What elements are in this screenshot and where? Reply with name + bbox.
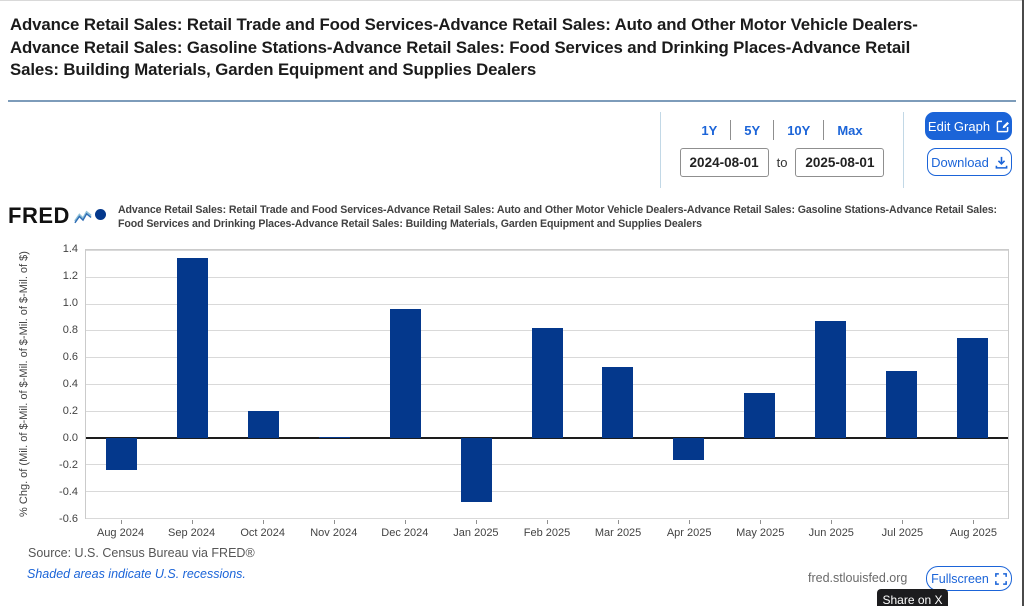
plot-area [85,249,1009,519]
y-tick-label: -0.4 [59,486,78,498]
x-tick-mark [404,520,406,524]
fullscreen-icon [994,572,1007,585]
bar-nov-2024[interactable] [318,436,350,438]
x-tick-label: Oct 2024 [240,527,286,539]
range-selector: 1Y 5Y 10Y Max [661,119,903,141]
fred-chart-icon [74,209,92,224]
range-10y[interactable]: 10Y [787,122,811,138]
y-tick-label: 0.6 [62,351,78,363]
y-tick-label: -0.6 [59,513,78,525]
x-tick-label: Feb 2025 [523,527,571,539]
x-tick-mark [831,520,833,524]
x-tick-label: Nov 2024 [310,527,358,539]
window-top-border [0,0,1024,1]
controls-divider-right [903,112,904,188]
gridline [86,464,1008,466]
fred-logo-text: FRED [8,203,70,228]
x-tick-mark [689,520,691,524]
x-tick-label: Mar 2025 [594,527,642,539]
x-tick-mark [475,520,477,524]
share-tooltip: Share on X [877,589,948,606]
y-tick-label: 1.4 [62,243,78,255]
window-right-border [1022,0,1024,606]
edit-icon [996,120,1010,133]
bar-oct-2024[interactable] [247,410,279,438]
x-tick-label: Sep 2024 [168,527,216,539]
bar-jun-2025[interactable] [815,321,847,438]
gridline [86,518,1008,519]
recession-note-link[interactable]: Shaded areas indicate U.S. recessions. [27,567,246,581]
bar-dec-2024[interactable] [389,308,421,438]
x-tick-mark [973,520,975,524]
title-divider [8,100,1016,102]
download-icon [995,156,1008,169]
bar-aug-2024[interactable] [105,437,137,470]
y-tick-label: 1.2 [62,270,78,282]
series-legend-dot [95,209,106,220]
date-to-label: to [776,155,788,170]
fred-watermark: fred.stlouisfed.org [808,571,908,585]
y-tick-label: 1.0 [62,297,78,309]
bar-jul-2025[interactable] [886,370,918,438]
x-tick-label: Jan 2025 [453,527,499,539]
x-tick-label: Jul 2025 [881,527,924,539]
gridline [86,491,1008,493]
y-tick-label: 0.4 [62,378,78,390]
y-tick-label: -0.2 [59,459,78,471]
bar-may-2025[interactable] [744,393,776,438]
x-tick-mark [262,520,264,524]
range-separator [773,120,775,140]
date-range-controls: to [661,148,903,177]
x-tick-label: Dec 2024 [381,527,429,539]
x-tick-mark [333,520,335,524]
x-axis: Aug 2024 Sep 2024 Oct 2024 Nov 2024 Dec 2024… [85,519,1009,549]
start-date-input[interactable] [679,148,769,177]
x-tick-mark [618,520,620,524]
download-label: Download [931,154,989,170]
x-tick-label: Apr 2025 [666,527,712,539]
x-tick-mark [760,520,762,524]
range-separator [823,120,825,140]
x-tick-mark [902,520,904,524]
x-tick-mark [547,520,548,524]
y-tick-label: 0.0 [62,432,78,444]
range-1y[interactable]: 1Y [701,122,718,138]
y-axis-ticks: 1.4 1.2 1.0 0.8 0.6 0.4 0.2 0.0 -0.2 -0.4 -0.6 [0,243,78,525]
gridline [86,276,1008,278]
range-max[interactable]: Max [837,122,863,138]
bar-jan-2025[interactable] [460,437,492,502]
bar-feb-2025[interactable] [531,327,563,438]
edit-graph-button[interactable]: Edit Graph [925,112,1012,140]
page-title: Advance Retail Sales: Retail Trade and F… [10,15,918,79]
x-tick-mark [191,520,193,524]
range-separator [730,120,732,140]
controls-divider-left [660,112,661,188]
bar-sep-2024[interactable] [176,258,208,438]
fullscreen-button[interactable]: Fullscreen [926,566,1012,591]
end-date-input[interactable] [795,148,885,177]
gridline [86,303,1008,305]
fred-logo[interactable]: FRED [8,203,92,229]
download-button[interactable]: Download [927,148,1012,176]
x-tick-label: Jun 2025 [808,527,854,539]
bar-aug-2025[interactable] [957,338,989,438]
y-tick-label: 0.2 [62,405,78,417]
x-tick-label: Aug 2025 [949,527,998,539]
series-legend-label: Advance Retail Sales: Retail Trade and F… [118,204,997,230]
x-tick-label: Aug 2024 [96,527,145,539]
gridline [86,250,1008,251]
edit-graph-label: Edit Graph [927,118,991,134]
fullscreen-label: Fullscreen [931,571,989,586]
y-tick-label: 0.8 [62,324,78,336]
bar-mar-2025[interactable] [602,366,634,438]
source-line: Source: U.S. Census Bureau via FRED® [28,546,255,560]
x-tick-mark [120,520,122,524]
x-tick-label: May 2025 [736,527,785,539]
range-5y[interactable]: 5Y [744,122,761,138]
bar-apr-2025[interactable] [673,437,705,461]
